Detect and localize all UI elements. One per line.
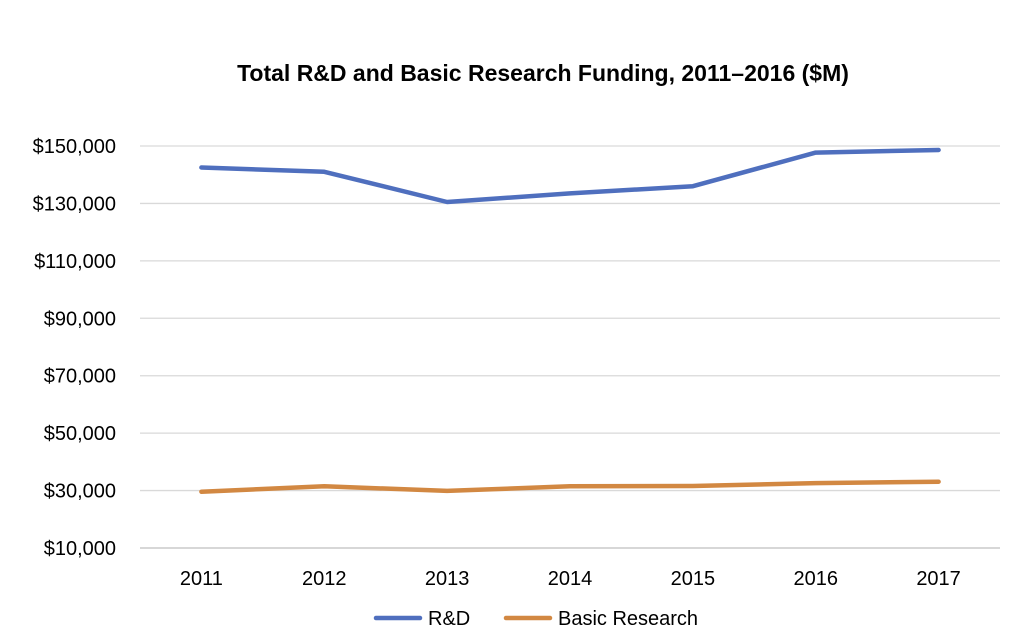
y-tick-label: $70,000 [44, 366, 116, 388]
series-line-basic-research [199, 479, 941, 494]
chart-title: Total R&D and Basic Research Funding, 20… [237, 60, 849, 86]
series-lines [199, 147, 941, 494]
legend-label: R&D [428, 608, 470, 630]
x-tick-label: 2015 [671, 568, 716, 590]
y-tick-label: $130,000 [33, 193, 116, 215]
y-tick-label: $10,000 [44, 538, 116, 560]
y-tick-label: $30,000 [44, 481, 116, 503]
x-tick-label: 2017 [916, 568, 961, 590]
legend-label: Basic Research [558, 608, 698, 630]
x-tick-label: 2011 [180, 568, 223, 590]
x-tick-label: 2013 [425, 568, 470, 590]
x-tick-label: 2014 [548, 568, 593, 590]
x-tick-label: 2012 [302, 568, 347, 590]
gridlines [140, 145, 1000, 549]
y-axis-tick-labels: $10,000 $30,000 $50,000 $70,000 $90,000 $110,… [33, 136, 116, 560]
y-tick-label: $110,000 [34, 251, 116, 273]
x-tick-label: 2016 [793, 568, 838, 590]
y-tick-label: $50,000 [44, 423, 116, 445]
legend: R&D Basic Research [373, 608, 698, 630]
y-tick-label: $90,000 [44, 308, 116, 330]
series-line-rd [199, 147, 941, 205]
x-axis-tick-labels: 2011 2012 2013 2014 2015 2016 2017 [180, 568, 961, 590]
y-tick-label: $150,000 [33, 136, 116, 158]
